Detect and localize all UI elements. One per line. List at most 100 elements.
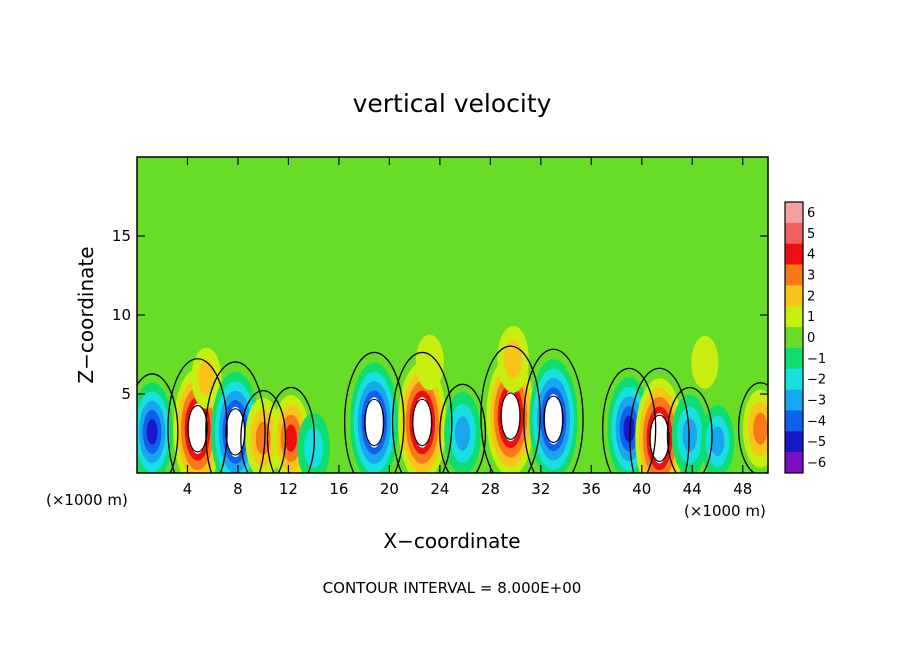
field-cell-20 — [691, 336, 719, 389]
x-tick-label: 4 — [183, 480, 193, 498]
y-tick-label: 5 — [121, 385, 131, 403]
colorbar-label: 5 — [807, 227, 815, 242]
field-level-3 — [255, 421, 271, 455]
x-tick-label: 40 — [632, 480, 651, 498]
field-level--3 — [710, 426, 725, 457]
contour-inner-12 — [500, 392, 521, 440]
colorbar-label: −1 — [807, 352, 826, 367]
field-level-4 — [284, 424, 297, 452]
contour-inner-9 — [412, 398, 433, 447]
x-axis-label: X−coordinate — [383, 529, 520, 553]
field-cell-8 — [350, 362, 399, 473]
x-axis: 4 8 12 16 20 24 28 32 36 40 44 48 — [183, 157, 752, 498]
colorbar-label: 6 — [807, 206, 815, 221]
colorbar: 6 5 4 3 2 1 0 −1 −2 −3 −4 −5 −6 — [784, 201, 826, 474]
x-unit-right: (×1000 m) — [684, 502, 766, 520]
contour-line-6 — [266, 386, 316, 473]
contour-line-12 — [480, 345, 541, 473]
colorbar-label: 3 — [807, 269, 815, 284]
contour-line-11 — [439, 383, 487, 473]
field-cell-14 — [529, 359, 578, 473]
colorbar-swatch — [785, 389, 803, 411]
field-level-1 — [691, 336, 719, 389]
field-level-1 — [415, 334, 444, 391]
colorbar-label: 0 — [807, 331, 815, 346]
contour-line-17 — [666, 386, 713, 473]
field-saturated-core — [413, 397, 431, 448]
colorbar-label: 2 — [807, 289, 815, 304]
y-tick-label: 15 — [112, 227, 131, 245]
y-axis-label: Z−coordinate — [74, 246, 98, 383]
x-tick-label: 20 — [380, 480, 399, 498]
y-axis: 5 10 15 — [112, 227, 768, 403]
colorbar-label: −6 — [807, 456, 826, 471]
contour-line-19 — [737, 382, 768, 473]
contour-line-5 — [240, 390, 287, 473]
field-cell-4 — [211, 371, 260, 473]
plot-area — [137, 157, 768, 473]
field-cell-5 — [245, 397, 282, 473]
field-level-3 — [753, 412, 768, 445]
field-saturated-core — [502, 390, 520, 442]
x-tick-label: 48 — [733, 480, 752, 498]
field-level--5 — [146, 419, 158, 445]
x-unit-left: (×1000 m) — [46, 491, 128, 509]
x-tick-label: 32 — [531, 480, 550, 498]
field-cell-19 — [742, 389, 768, 468]
colorbar-swatch — [785, 243, 803, 265]
chart-title: vertical velocity — [353, 89, 552, 118]
contour-inner-14 — [543, 395, 564, 444]
x-tick-label: 12 — [279, 480, 298, 498]
field-level--3 — [682, 418, 698, 452]
colorbar-label: −5 — [807, 435, 826, 450]
colorbar-label: 4 — [807, 248, 815, 263]
field-level--3 — [454, 416, 471, 451]
contour-line-9 — [391, 351, 453, 473]
colorbar-frame — [784, 201, 804, 474]
contour-line-14 — [523, 348, 584, 473]
contour-inner-2 — [187, 405, 208, 453]
field-saturated-core — [544, 394, 562, 445]
field-level-2 — [503, 339, 523, 379]
colorbar-swatch — [785, 431, 803, 453]
colorbar-swatch — [785, 202, 803, 224]
contour-line-2 — [167, 358, 228, 473]
x-tick-label: 28 — [481, 480, 500, 498]
colorbar-swatch — [785, 452, 803, 474]
colorbar-label: 1 — [807, 310, 815, 325]
colorbar-label: −4 — [807, 414, 826, 429]
contour-layer — [137, 345, 768, 473]
field-cell-13 — [497, 325, 529, 393]
x-tick-label: 8 — [233, 480, 243, 498]
contour-inner-8 — [364, 398, 385, 447]
x-tick-label: 24 — [430, 480, 449, 498]
field-saturated-core — [226, 406, 244, 458]
colorbar-swatch — [785, 285, 803, 307]
colorbar-swatch — [785, 347, 803, 370]
field-cell-1 — [137, 382, 174, 473]
x-tick-label: 36 — [582, 480, 601, 498]
colorbar-label: −3 — [807, 394, 826, 409]
y-tick-label: 10 — [112, 306, 131, 324]
field-cell-11 — [444, 391, 482, 473]
colorbar-label: −2 — [807, 373, 826, 388]
field-cell-3 — [191, 347, 222, 409]
contour-line-4 — [205, 361, 266, 473]
contour-line-16 — [629, 367, 690, 473]
contour-line-8 — [344, 351, 405, 473]
contour-inner-4 — [225, 408, 246, 456]
contour-line-15 — [602, 367, 657, 473]
contour-line-1 — [137, 373, 179, 473]
field-level--5 — [623, 415, 635, 443]
x-tick-label: 44 — [683, 480, 702, 498]
x-tick-label: 16 — [329, 480, 348, 498]
contour-interval-note: CONTOUR INTERVAL = 8.000E+00 — [323, 579, 582, 597]
field-saturated-core — [189, 403, 207, 454]
field-saturated-core — [365, 397, 383, 448]
field-cell-10 — [415, 334, 444, 391]
colorbar-swatch — [785, 306, 803, 328]
colorbar-swatch — [785, 264, 803, 286]
field-cell-17 — [671, 394, 708, 473]
colorbar-swatch — [785, 368, 803, 390]
